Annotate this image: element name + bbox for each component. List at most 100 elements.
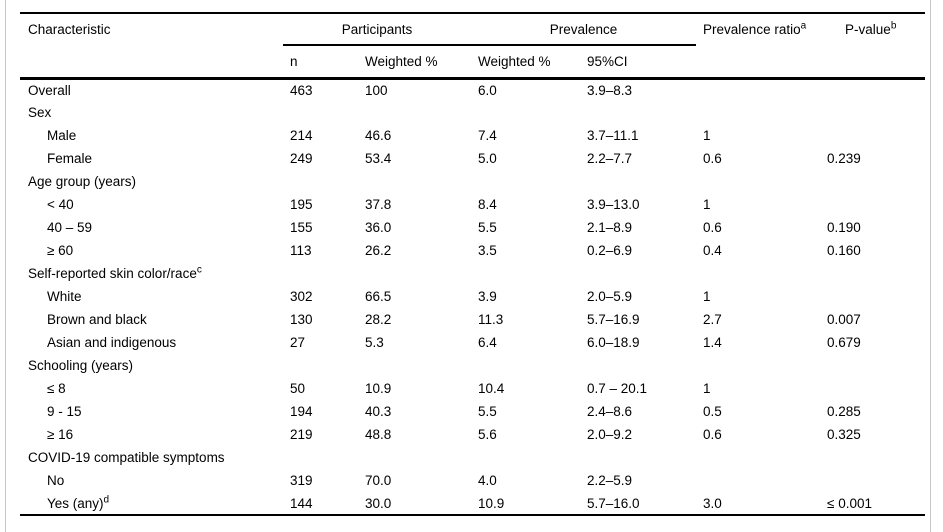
cell-95ci: 0.2–6.9 <box>587 243 633 258</box>
cell-p-value <box>827 469 925 492</box>
column-header-p-value: P-valueb <box>827 13 926 80</box>
cell-prevalence-weighted-pct: 8.4 <box>478 197 497 212</box>
cell-prevalence-weighted-pct: 4.0 <box>478 473 497 488</box>
cell-p-value: ≤ 0.001 <box>827 492 926 516</box>
cell-participants-weighted-pct <box>358 262 471 285</box>
cell-participants-weighted-pct: 70.0 <box>365 473 392 488</box>
prevalence-table: Characteristic Participants Prevalence P… <box>20 12 926 516</box>
cell-prevalence-weighted-pct <box>471 170 580 193</box>
column-header-characteristic: Characteristic <box>20 13 283 80</box>
table-row: ≥ 16 219 48.8 5.6 2.0–9.2 0.6 0.325 <box>20 423 925 446</box>
footnote-marker-c: c <box>196 264 202 276</box>
table-row: Schooling (years) <box>20 354 925 377</box>
cell-prevalence-ratio <box>696 354 827 377</box>
column-header-prevalence-ratio: Prevalence ratioa <box>696 13 828 80</box>
cell-prevalence-weighted-pct <box>471 446 580 469</box>
column-group-prevalence: Prevalence <box>471 13 697 46</box>
cell-prevalence-weighted-pct: 6.4 <box>478 335 497 350</box>
cell-participants-weighted-pct: 36.0 <box>365 220 392 235</box>
cell-prevalence-ratio <box>696 262 827 285</box>
table-row: Male 214 46.6 7.4 3.7–11.1 1 <box>20 124 925 147</box>
row-label: Overall <box>28 82 71 98</box>
cell-participants-weighted-pct: 53.4 <box>365 151 392 166</box>
header-spanner-row: Characteristic Participants Prevalence P… <box>20 13 926 80</box>
table-header: Characteristic Participants Prevalence P… <box>20 13 926 80</box>
cell-participants-weighted-pct: 100 <box>365 82 388 98</box>
cell-prevalence-ratio: 0.4 <box>703 243 722 258</box>
cell-prevalence-ratio: 1 <box>703 381 711 396</box>
cell-95ci <box>580 262 696 285</box>
table-row: Female 249 53.4 5.0 2.2–7.7 0.6 0.239 <box>20 147 925 170</box>
footnote-marker-b: b <box>890 20 897 32</box>
cell-prevalence-weighted-pct: 5.0 <box>478 151 497 166</box>
cell-prevalence-weighted-pct <box>471 354 580 377</box>
cell-prevalence-ratio: 3.0 <box>696 492 828 516</box>
footnote-marker-a: a <box>800 20 807 32</box>
table-row: No 319 70.0 4.0 2.2–5.9 <box>20 469 925 492</box>
cell-prevalence-ratio <box>696 78 827 101</box>
row-label: Age group (years) <box>28 174 137 189</box>
cell-p-value <box>827 170 925 193</box>
cell-n: 319 <box>290 473 313 488</box>
cell-prevalence-ratio <box>696 469 827 492</box>
column-group-participants: Participants <box>283 13 472 46</box>
cell-prevalence-weighted-pct: 10.4 <box>478 381 505 396</box>
table-row: Yes (any)d 144 30.0 10.9 5.7–16.0 3.0 ≤ 0.001 <box>20 492 926 516</box>
cell-prevalence-weighted-pct: 5.5 <box>478 220 497 235</box>
cell-participants-weighted-pct <box>358 101 471 124</box>
table-row: White 302 66.5 3.9 2.0–5.9 1 <box>20 285 925 308</box>
cell-prevalence-weighted-pct: 10.9 <box>471 492 581 516</box>
cell-n: 249 <box>290 151 313 166</box>
page-frame-line-left <box>5 0 6 532</box>
row-label: Male <box>47 128 77 143</box>
cell-95ci: 2.4–8.6 <box>587 404 633 419</box>
cell-prevalence-ratio: 1.4 <box>703 335 722 350</box>
cell-prevalence-ratio: 0.6 <box>703 220 722 235</box>
row-label: Self-reported skin color/racec <box>28 264 202 281</box>
cell-n: 194 <box>290 404 313 419</box>
cell-prevalence-ratio: 0.6 <box>703 151 722 166</box>
cell-p-value: 0.239 <box>827 151 861 166</box>
cell-p-value: 0.325 <box>827 427 861 442</box>
cell-n: 219 <box>290 427 313 442</box>
row-label: Brown and black <box>47 312 147 327</box>
table-row: Self-reported skin color/racec <box>20 262 925 285</box>
header-sub-row: n Weighted % Weighted % 95%CI <box>20 45 925 80</box>
table-row: ≤ 8 50 10.9 10.4 0.7 – 20.1 1 <box>20 377 925 400</box>
cell-n: 113 <box>290 243 312 258</box>
cell-participants-weighted-pct: 48.8 <box>365 427 392 442</box>
cell-95ci: 3.9–8.3 <box>587 82 633 98</box>
cell-prevalence-weighted-pct: 6.0 <box>478 82 497 98</box>
cell-p-value: 0.160 <box>827 243 861 258</box>
cell-participants-weighted-pct: 46.6 <box>365 128 392 143</box>
cell-95ci <box>580 170 696 193</box>
table-row: Asian and indigenous 27 5.3 6.4 6.0–18.9 1.4 0… <box>20 331 925 354</box>
row-label: 9 - 15 <box>47 404 82 419</box>
cell-p-value <box>827 124 925 147</box>
cell-95ci: 5.7–16.9 <box>587 312 640 327</box>
row-label: Sex <box>28 105 52 120</box>
cell-p-value <box>827 446 925 469</box>
table-row: < 40 195 37.8 8.4 3.9–13.0 1 <box>20 193 925 216</box>
row-label: ≤ 8 <box>47 381 66 396</box>
column-header-participants-weighted-pct: Weighted % <box>358 45 472 80</box>
row-label: No <box>47 473 65 488</box>
cell-95ci: 6.0–18.9 <box>587 335 640 350</box>
cell-n <box>283 170 358 193</box>
cell-p-value <box>827 285 925 308</box>
table-row: Brown and black 130 28.2 11.3 5.7–16.9 2.7 0.0… <box>20 308 925 331</box>
cell-n: 214 <box>290 128 313 143</box>
cell-participants-weighted-pct: 66.5 <box>365 289 392 304</box>
cell-p-value: 0.190 <box>827 220 861 235</box>
footnote-marker-d: d <box>103 494 110 505</box>
cell-n: 27 <box>290 335 306 350</box>
cell-n: 155 <box>290 220 313 235</box>
row-label: 40 – 59 <box>47 220 93 235</box>
cell-p-value: 0.007 <box>827 312 861 327</box>
cell-n: 302 <box>290 289 313 304</box>
cell-p-value <box>827 354 925 377</box>
cell-n: 463 <box>290 82 313 98</box>
cell-95ci <box>580 101 696 124</box>
cell-prevalence-weighted-pct: 3.5 <box>478 243 497 258</box>
